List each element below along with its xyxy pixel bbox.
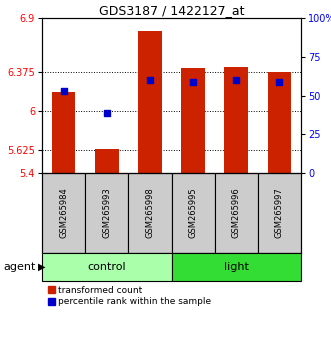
Text: GSM265993: GSM265993 [102,188,111,238]
Point [147,77,153,83]
Bar [52,92,75,173]
Text: GSM265998: GSM265998 [145,188,155,238]
Text: agent: agent [3,262,36,272]
Bar [224,67,248,173]
Bar [95,149,118,173]
Legend: transformed count, percentile rank within the sample: transformed count, percentile rank withi… [48,286,212,306]
Bar [42,173,85,253]
Point [277,79,282,85]
Bar [85,173,128,253]
Point [61,88,66,94]
Bar [215,173,258,253]
Text: ▶: ▶ [38,262,46,272]
Point [190,79,196,85]
Bar [267,72,291,173]
Bar [42,253,171,281]
Point [234,77,239,83]
Text: control: control [87,262,126,272]
Text: GSM265984: GSM265984 [59,188,68,238]
Point [104,110,110,116]
Bar [171,253,301,281]
Bar [138,32,162,173]
Bar [128,173,171,253]
Text: GSM265996: GSM265996 [232,188,241,238]
Text: GSM265997: GSM265997 [275,188,284,238]
Bar [181,68,205,173]
Bar [258,173,301,253]
Text: GSM265995: GSM265995 [189,188,198,238]
Text: light: light [224,262,249,272]
Title: GDS3187 / 1422127_at: GDS3187 / 1422127_at [99,4,244,17]
Bar [171,173,215,253]
